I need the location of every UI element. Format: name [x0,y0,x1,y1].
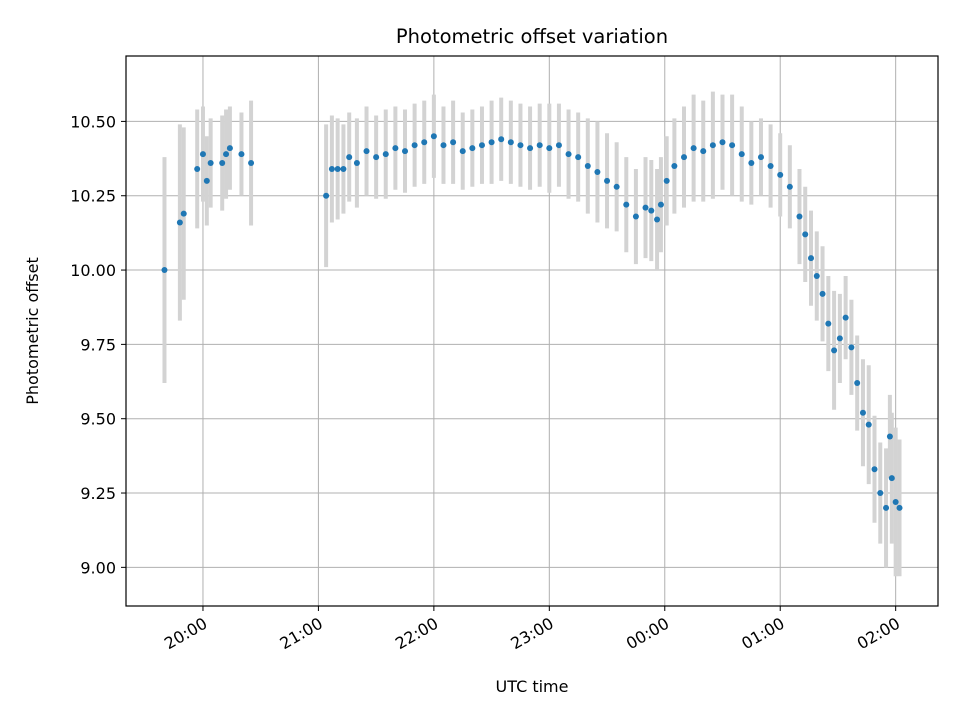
data-point [623,201,630,208]
data-point [219,160,226,167]
data-point [719,139,726,146]
data-point [223,151,230,158]
data-point [207,160,214,167]
data-point [180,210,187,217]
data-point [382,151,389,158]
y-tick-label: 10.25 [70,187,116,206]
data-point [777,171,784,178]
data-point [836,335,843,342]
x-axis-label: UTC time [496,677,569,696]
plot-frame [125,55,939,607]
data-point [488,139,495,146]
data-point [896,504,903,511]
data-point [813,273,820,279]
data-point [663,177,670,184]
y-tick-label: 9.00 [80,558,116,577]
data-point [430,133,437,140]
data-point [796,213,803,220]
data-point [831,347,838,354]
y-tick-label: 9.75 [80,335,116,354]
data-point [808,255,815,262]
data-point [654,216,661,223]
data-point [859,409,866,416]
data-point [536,142,543,149]
data-point [757,154,764,161]
data-point [478,142,485,149]
data-point [825,320,832,327]
data-point [517,142,524,149]
data-point [671,163,678,169]
data-point [469,145,476,152]
data-point [226,145,233,152]
data-point [450,139,457,146]
data-point [877,490,884,497]
y-tick-label: 9.50 [80,410,116,429]
data-point [323,192,330,199]
data-point [883,504,890,511]
data-point [402,148,409,155]
data-point [888,475,895,482]
data-point [648,207,655,214]
data-point [203,177,210,184]
data-point [575,154,582,161]
data-point [892,498,899,505]
data-point [854,380,861,387]
data-point [729,142,736,149]
data-point [161,267,168,274]
data-point [507,139,514,146]
data-point [373,154,380,161]
data-point [819,290,826,297]
y-tick-label: 10.50 [70,112,116,131]
data-point [194,165,201,172]
data-point [421,139,428,146]
data-point [340,165,347,172]
data-point [392,145,399,152]
data-point [613,183,620,190]
data-point [565,151,572,158]
y-tick-label: 9.25 [80,484,116,503]
data-point [527,145,534,152]
data-point [632,213,639,220]
data-point [871,466,878,473]
data-point [411,142,418,149]
y-tick-label: 10.00 [70,261,116,280]
data-point [802,231,809,238]
data-point [594,168,601,175]
data-point [842,314,849,321]
data-point [459,148,466,155]
y-axis-label: Photometric offset [23,257,42,405]
data-point [363,148,370,155]
data-point [248,160,255,167]
data-point [353,160,360,167]
data-point [642,204,649,211]
data-point [584,163,591,169]
data-point [848,344,855,351]
data-point [709,142,716,149]
data-point [767,163,774,169]
data-point [346,154,353,161]
data-point [748,160,755,167]
data-point [199,151,206,158]
data-point [328,165,335,172]
data-point [555,142,562,149]
data-point [690,145,697,152]
data-point [786,183,793,190]
data-point [334,165,341,172]
data-point [546,145,553,152]
data-point [604,177,611,184]
data-point [498,136,505,143]
data-point [238,151,245,158]
data-point [700,148,707,155]
data-point [440,142,447,149]
y-axis-ticks: 9.00 9.25 9.50 9.75 10.00 10.25 10.50 [70,112,126,577]
chart-title: Photometric offset variation [396,25,668,48]
data-points [161,133,903,511]
data-point [657,201,664,208]
data-point [176,219,183,226]
data-point [738,151,745,158]
data-point [681,154,688,161]
data-point [865,421,872,428]
data-point [886,433,893,440]
